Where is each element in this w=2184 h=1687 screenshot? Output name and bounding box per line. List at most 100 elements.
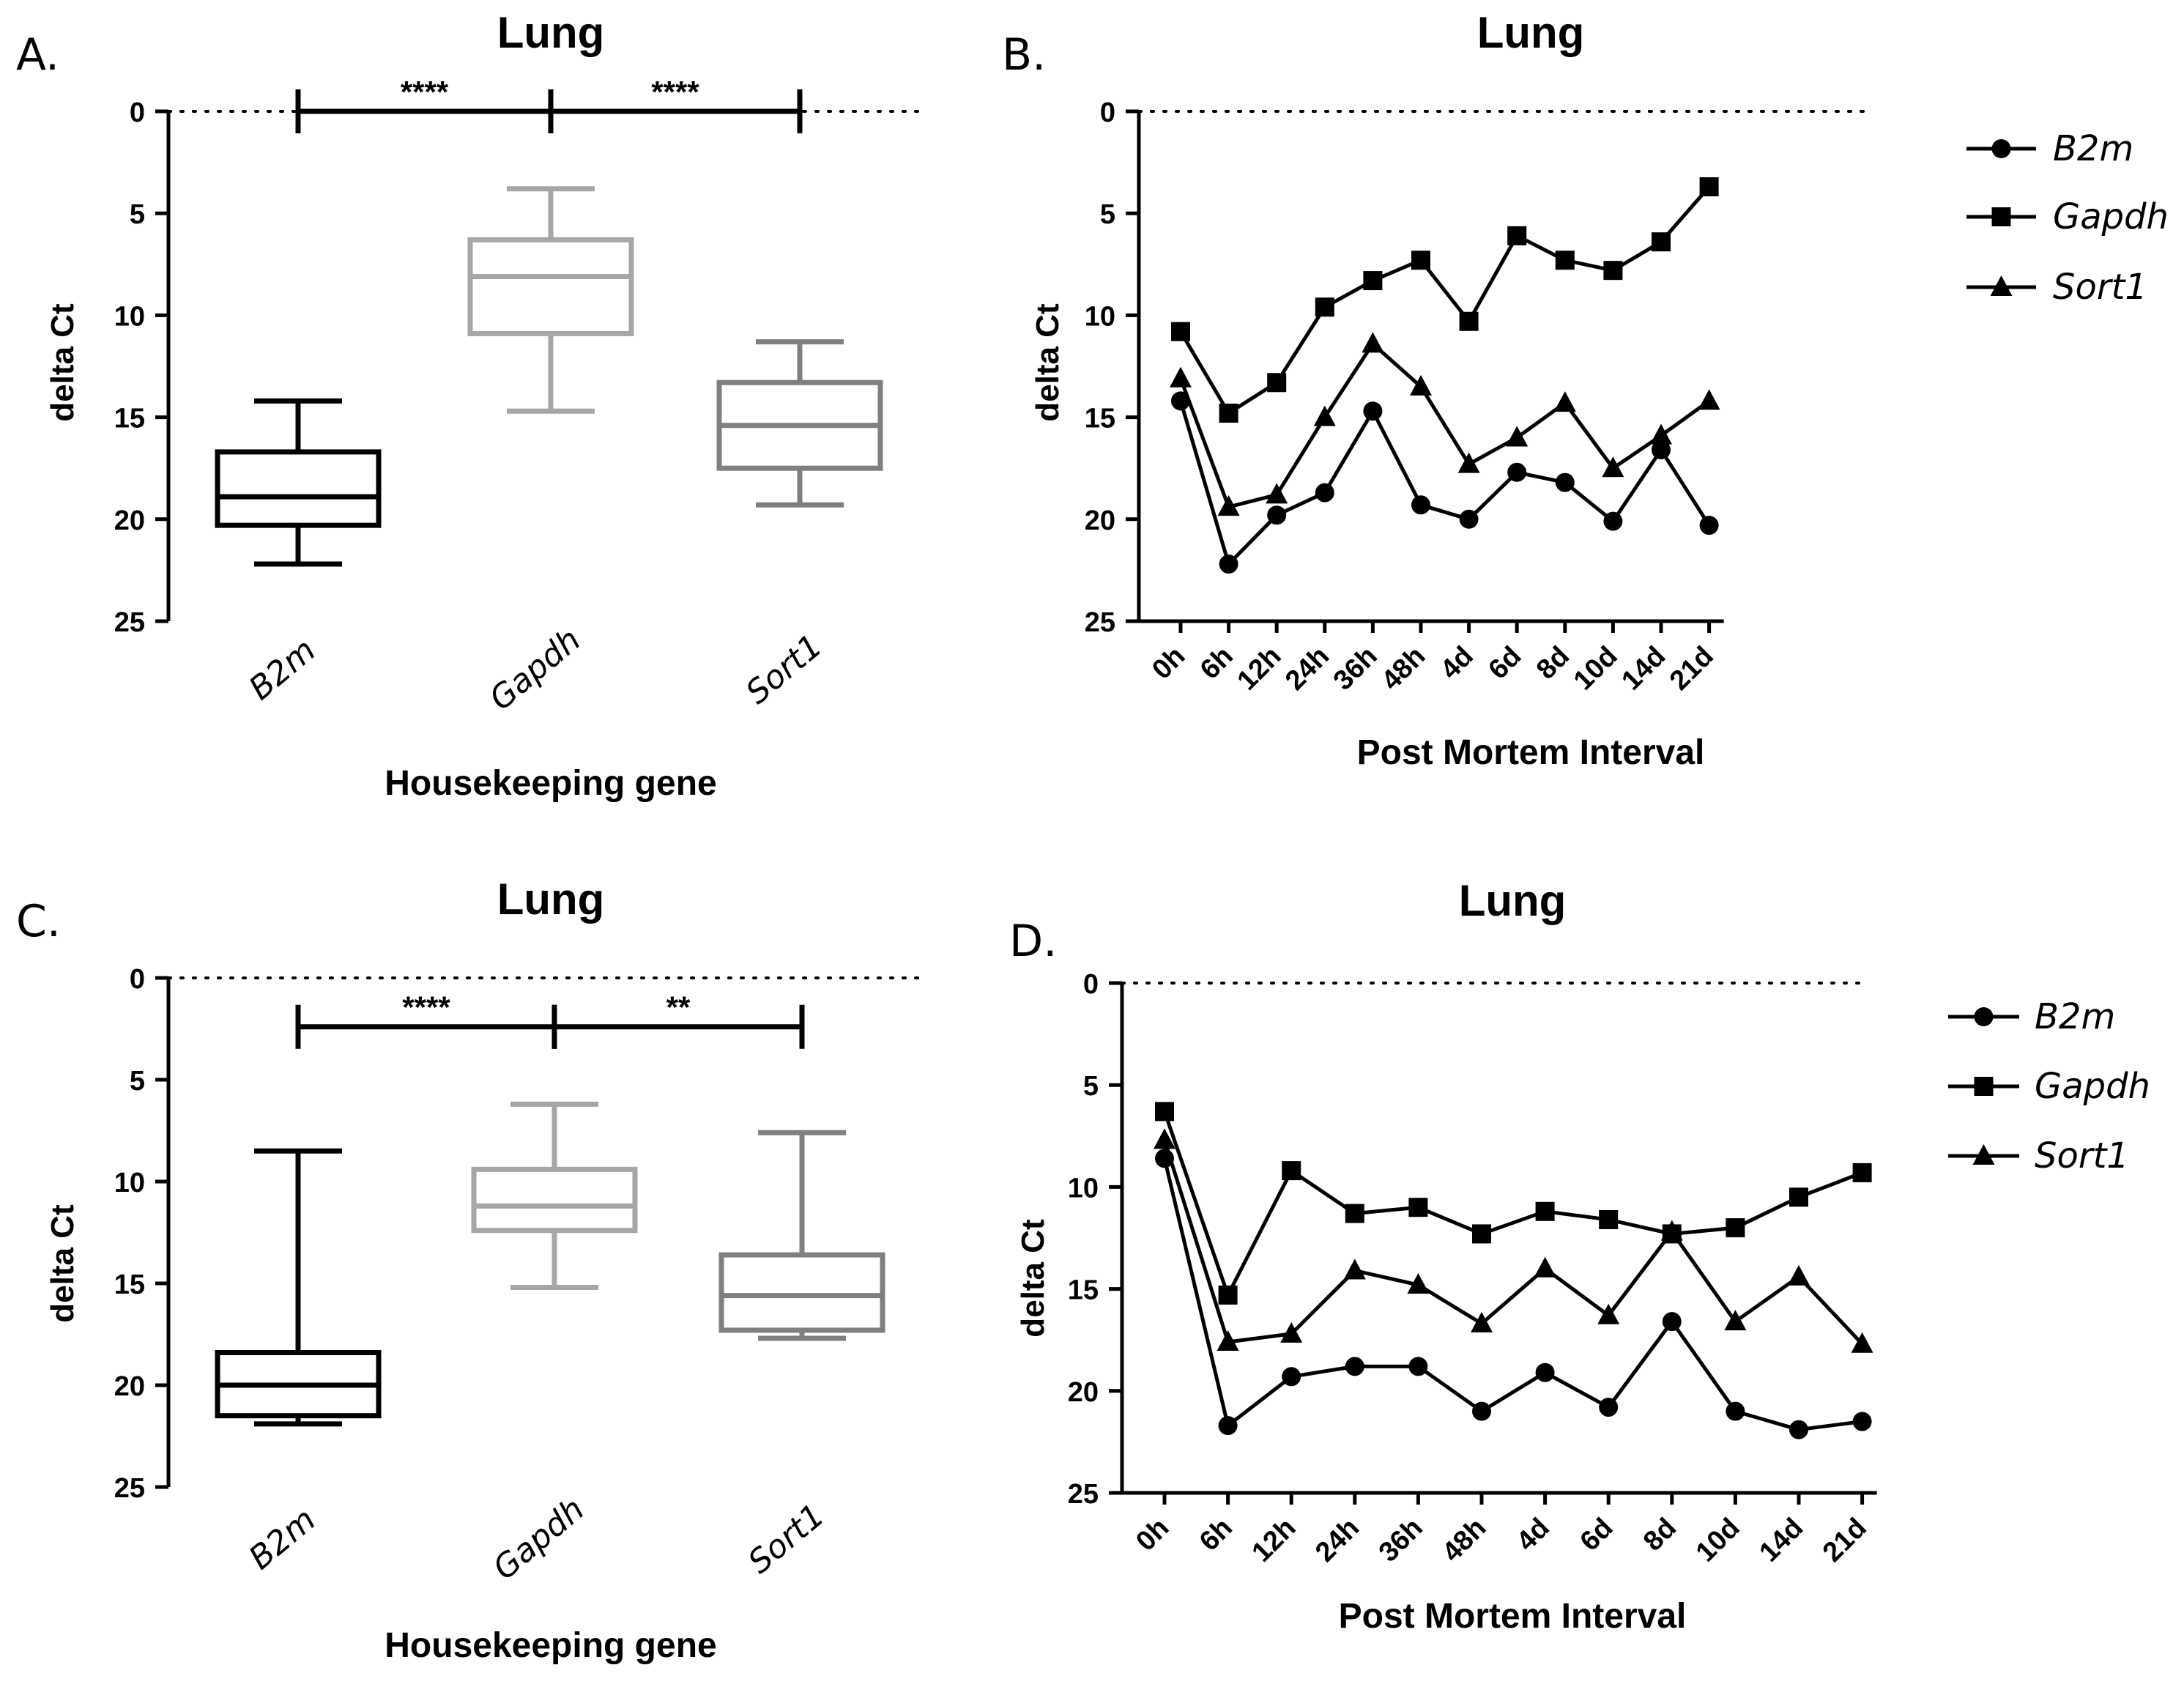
- significance-bracket: ****: [295, 75, 554, 133]
- legend-item-gapdh: Gapdh: [1966, 196, 2169, 237]
- data-point-triangle: [1602, 456, 1624, 478]
- series-line: [1162, 1139, 1864, 1346]
- series-b2m: [1171, 391, 1719, 574]
- legend-item-sort1: Sort1: [1948, 1135, 2129, 1176]
- y-axis-label: delta Ct: [45, 303, 81, 422]
- data-point-triangle: [1698, 389, 1720, 410]
- y-tick-label: 20: [1068, 1377, 1099, 1408]
- data-point-square: [1219, 404, 1238, 423]
- legend-label: B2m: [2053, 128, 2133, 169]
- panel-label: B.: [1002, 29, 1046, 81]
- data-point-circle: [1652, 440, 1671, 460]
- y-tick-label: 10: [114, 301, 145, 332]
- x-tick-label: 6d: [1482, 641, 1527, 686]
- data-point-circle: [1315, 483, 1334, 503]
- x-tick-label: 0h: [1146, 641, 1191, 686]
- x-tick-label: 21d: [1664, 641, 1720, 697]
- data-point-square: [1507, 226, 1527, 245]
- y-tick-label: 5: [130, 1066, 145, 1097]
- data-point-circle: [1408, 1357, 1428, 1376]
- x-tick-label: 14d: [1616, 641, 1671, 697]
- box-iqr: [718, 1252, 885, 1333]
- legend-square-icon: [1991, 207, 2011, 226]
- x-tick-label: 10d: [1690, 1513, 1746, 1568]
- legend-item-gapdh: Gapdh: [1948, 1066, 2150, 1107]
- x-tick-label: 10d: [1568, 641, 1624, 697]
- legend-item-b2m: B2m: [1966, 128, 2133, 169]
- data-point-triangle: [1788, 1264, 1810, 1286]
- data-point-circle: [1507, 462, 1527, 482]
- legend-label: B2m: [2035, 996, 2115, 1037]
- x-tick-label: 0h: [1130, 1513, 1175, 1557]
- x-axis-label: Housekeeping gene: [385, 1626, 716, 1665]
- legend-circle-icon: [1974, 1007, 1994, 1026]
- x-axis-label: Housekeeping gene: [385, 764, 716, 803]
- data-point-square: [1267, 373, 1287, 393]
- data-point-circle: [1603, 511, 1623, 531]
- data-point-triangle: [1170, 366, 1192, 388]
- series-line: [1162, 1111, 1863, 1297]
- panel-label: A.: [16, 29, 59, 81]
- y-tick-label: 25: [114, 1473, 145, 1504]
- y-tick-label: 15: [114, 404, 145, 434]
- legend-label: Gapdh: [2053, 196, 2169, 237]
- y-tick-label: 15: [1085, 404, 1115, 434]
- x-axis-label: Post Mortem Interval: [1357, 733, 1705, 772]
- data-point-square: [1652, 232, 1671, 252]
- x-category-label: Gapdh: [486, 1491, 592, 1587]
- y-tick-label: 10: [1085, 301, 1115, 332]
- box-b2m: [215, 398, 382, 567]
- significance-bracket: **: [551, 990, 805, 1049]
- data-point-triangle: [1154, 1128, 1175, 1149]
- series-sort1: [1170, 332, 1720, 516]
- x-category-label: Sort1: [739, 627, 829, 711]
- x-tick-label: 36h: [1373, 1513, 1429, 1568]
- series-gapdh: [1171, 177, 1719, 423]
- x-tick-label: 6h: [1194, 1513, 1238, 1557]
- box-gapdh: [471, 1101, 638, 1291]
- data-point-square: [1535, 1201, 1555, 1221]
- box-sort1: [716, 339, 883, 508]
- data-point-triangle: [1266, 483, 1288, 504]
- x-tick-label: 48h: [1375, 641, 1431, 697]
- chart-title: Lung: [497, 8, 605, 57]
- significance-label: ****: [402, 990, 450, 1025]
- series-sort1: [1154, 1128, 1873, 1353]
- y-tick-label: 0: [1100, 97, 1115, 128]
- x-category-label: Sort1: [741, 1497, 831, 1581]
- series-b2m: [1155, 1149, 1872, 1439]
- legend-item-sort1: Sort1: [1966, 267, 2147, 308]
- x-tick-label: 8d: [1531, 641, 1575, 686]
- y-axis-label: delta Ct: [1030, 303, 1066, 422]
- y-tick-label: 10: [114, 1168, 145, 1198]
- y-tick-label: 20: [114, 505, 145, 536]
- chart-title: Lung: [1459, 876, 1567, 925]
- data-point-triangle: [1553, 391, 1576, 412]
- data-point-circle: [1218, 1416, 1238, 1436]
- y-tick-label: 0: [1083, 969, 1099, 1000]
- panel-3-linechart: D. Lung Post Mortem Interval 0 5 10 15 20 25 delt…: [1009, 876, 2150, 1636]
- legend-triangle-icon: [1990, 275, 2013, 296]
- data-point-circle: [1363, 401, 1383, 421]
- box-b2m: [215, 1148, 382, 1427]
- data-point-triangle: [1343, 1258, 1366, 1280]
- data-point-circle: [1345, 1357, 1364, 1376]
- x-tick-label: 12h: [1247, 1513, 1302, 1568]
- data-point-triangle: [1362, 332, 1384, 353]
- y-tick-label: 5: [1083, 1071, 1099, 1102]
- series-gapdh: [1155, 1102, 1872, 1305]
- series-line: [1178, 400, 1711, 566]
- data-point-triangle: [1506, 426, 1529, 447]
- panel-0-boxplot: A. Lung Housekeeping gene 0 5 10 15 20 25 delta C…: [16, 8, 928, 803]
- data-point-square: [1155, 1102, 1174, 1121]
- significance-label: ****: [401, 75, 449, 109]
- data-point-square: [1459, 311, 1479, 331]
- y-tick-label: 5: [130, 199, 145, 230]
- legend-label: Gapdh: [2035, 1066, 2150, 1107]
- data-point-triangle: [1217, 495, 1240, 516]
- data-point-square: [1603, 261, 1623, 281]
- x-tick-label: 6d: [1574, 1513, 1619, 1557]
- y-tick-label: 5: [1100, 199, 1115, 230]
- y-axis-label: delta Ct: [1015, 1219, 1051, 1338]
- data-point-square: [1345, 1204, 1364, 1223]
